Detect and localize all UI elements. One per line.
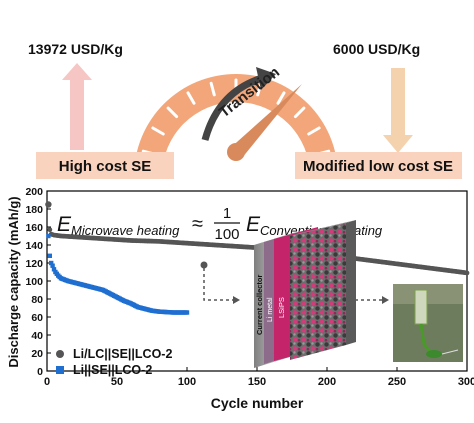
y-tick-label: 20 [31, 348, 43, 360]
x-tick-label: 50 [111, 376, 123, 388]
x-tick-label: 300 [458, 376, 474, 388]
gauge-tick [166, 106, 179, 119]
y-tick-label: 140 [25, 240, 43, 252]
legend-marker-li-lc [56, 350, 64, 358]
equation-denominator: 100 [214, 226, 239, 243]
x-tick-label: 200 [318, 376, 336, 388]
y-tick-label: 80 [31, 294, 43, 306]
high-cost-box [36, 152, 174, 179]
lsips-label: LSiPS [277, 297, 286, 318]
callout [200, 261, 389, 304]
data-point-li-se [47, 253, 52, 258]
cathode-top [290, 220, 356, 236]
low-cost-box [295, 152, 462, 179]
series-li-se [46, 233, 190, 315]
current-collector-label: Current collector [255, 274, 264, 335]
equation-rhs-e: E [246, 213, 261, 236]
up-arrow-icon [62, 63, 92, 150]
data-point-li-se [50, 263, 55, 268]
data-point-li-se [46, 233, 51, 239]
y-tick-label: 100 [25, 276, 43, 288]
gauge-tick [293, 106, 306, 119]
down-arrow-icon [383, 68, 413, 153]
y-tick-label: 40 [31, 330, 43, 342]
data-point-li-se [49, 260, 54, 266]
device-photo-inset [393, 284, 463, 362]
wire-icon [441, 349, 459, 355]
y-tick-label: 200 [25, 186, 43, 198]
legend-marker-li-se [56, 366, 64, 374]
gauge-hub [227, 143, 245, 161]
y-tick-label: 160 [25, 222, 43, 234]
data-point-li-lc [464, 270, 470, 276]
equation-approx: ≈ [192, 213, 203, 235]
callout-dot [200, 261, 208, 269]
equation-numerator: 1 [223, 205, 231, 222]
y-tick-label: 120 [25, 258, 43, 270]
right-price: 6000 USD/Kg [333, 41, 420, 57]
curved-arrow-head-icon [256, 67, 276, 90]
gauge-tick [307, 126, 321, 136]
low-cost-label: Modified low cost SE [303, 158, 453, 175]
y-tick-label: 60 [31, 312, 43, 324]
gauge-tick [151, 126, 165, 136]
green-cable-icon [419, 323, 432, 353]
x-axis: 0 50 100 150 200 250 300 [44, 367, 474, 388]
x-tick-label: 250 [388, 376, 406, 388]
x-tick-label: 100 [178, 376, 196, 388]
gauge-tick [186, 91, 196, 105]
y-tick-label: 180 [25, 204, 43, 216]
high-cost-label: High cost SE [59, 158, 152, 175]
gauge-tick [276, 91, 286, 105]
cathode-side [346, 220, 356, 345]
callout-line [203, 268, 233, 301]
data-point-li-se [51, 267, 57, 272]
data-point-li-se [184, 310, 190, 315]
x-tick-label: 0 [44, 376, 50, 388]
y-axis-label: Discharge capacity (mAh/g) [6, 196, 21, 367]
cell-holder-icon [426, 350, 442, 358]
data-point-li-lc [47, 227, 53, 233]
legend-label-li-se: Li||SE||LCO-2 [73, 363, 152, 377]
callout-arrowhead-icon [233, 296, 240, 304]
equation-lhs-e: E [57, 213, 72, 236]
cathode-layer [290, 223, 346, 360]
y-tick-label: 0 [37, 366, 43, 378]
data-point-li-lc-first [45, 201, 52, 208]
y-axis: 0 20 40 60 80 100 120 140 160 180 200 [25, 186, 51, 378]
led-panel-icon [414, 289, 428, 325]
photo-light-area [393, 284, 463, 304]
cell-stack-inset: Current collector Li metal LSiPS [254, 220, 356, 368]
gauge-needle [228, 84, 302, 158]
legend-label-li-lc: Li/LC||SE||LCO-2 [73, 347, 172, 361]
equation-lhs-sub: Microwave heating [71, 223, 180, 238]
cost-gauge: Transition [134, 64, 338, 176]
li-metal-label: Li metal [267, 297, 274, 322]
left-price: 13972 USD/Kg [28, 41, 123, 57]
x-tick-label: 150 [248, 376, 266, 388]
x-axis-label: Cycle number [211, 395, 304, 411]
curved-arrow-icon [201, 74, 264, 141]
legend: Li/LC||SE||LCO-2 Li||SE||LCO-2 [56, 347, 172, 377]
callout-arrowhead-2-icon [382, 296, 389, 304]
gauge-tick [209, 81, 216, 97]
